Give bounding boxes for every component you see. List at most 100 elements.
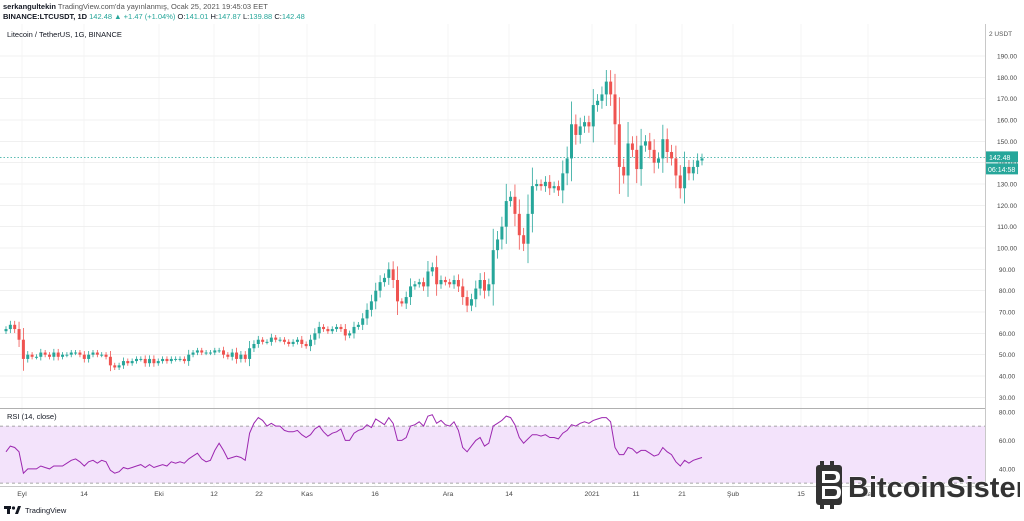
candle-body	[596, 100, 600, 106]
candle	[126, 358, 130, 366]
tradingview-icon	[4, 506, 21, 514]
rsi-tick-label: 80.00	[999, 409, 1016, 416]
candle	[387, 262, 391, 285]
candle-body	[274, 337, 278, 340]
candle	[409, 278, 413, 306]
candle	[130, 358, 134, 366]
close-label: C:	[274, 12, 282, 21]
candle-body	[496, 239, 500, 251]
candle	[43, 349, 47, 358]
candle-body	[491, 250, 495, 285]
candle	[613, 73, 617, 145]
candle-body	[61, 354, 65, 357]
candle	[535, 179, 539, 191]
candle	[635, 135, 639, 184]
candle-body	[565, 158, 569, 174]
candle-body	[121, 361, 125, 366]
candle	[113, 362, 117, 371]
candle	[17, 321, 21, 348]
candle-body	[435, 267, 439, 285]
candle-body	[665, 139, 669, 152]
candle-body	[265, 341, 269, 343]
candle	[496, 230, 500, 259]
candle-body	[91, 352, 95, 355]
candle-body	[587, 122, 591, 127]
candle	[670, 144, 674, 166]
candle	[61, 352, 65, 360]
candle	[443, 276, 447, 286]
candle	[322, 324, 326, 332]
candle-body	[526, 213, 530, 244]
price-tick-label: 160.00	[997, 118, 1017, 125]
candle-body	[448, 282, 452, 285]
candle-body	[217, 350, 221, 352]
candle	[226, 352, 230, 360]
candle-body	[474, 288, 478, 300]
time-tick-label: Mar	[862, 491, 874, 498]
candle	[326, 326, 330, 334]
price-tick-label: 50.00	[999, 352, 1016, 359]
candle	[304, 341, 308, 349]
candle	[596, 94, 600, 112]
author-name[interactable]: serkangultekin	[3, 2, 56, 11]
candle-body	[52, 352, 56, 357]
candle	[78, 349, 82, 358]
candle-body	[291, 341, 295, 344]
candle-body	[226, 354, 230, 357]
price-tick-label: 180.00	[997, 75, 1017, 82]
candle	[422, 277, 426, 291]
candle	[52, 348, 56, 361]
watermark-text: BitcoinSistemi	[848, 472, 1020, 504]
candle	[69, 349, 73, 358]
candle	[700, 153, 704, 166]
candle	[287, 339, 291, 347]
candle-body	[161, 358, 165, 362]
rsi-line	[5, 414, 703, 475]
candle-body	[630, 143, 634, 150]
candle-body	[535, 184, 539, 187]
candle	[30, 352, 34, 360]
candle-body	[152, 358, 156, 364]
candle	[487, 278, 491, 297]
candle-body	[178, 358, 182, 360]
candle	[483, 272, 486, 299]
candle-body	[578, 126, 582, 135]
time-tick-label: 14	[505, 491, 513, 498]
rsi-band-lines	[0, 425, 985, 484]
candle	[469, 293, 473, 312]
candle-body	[469, 299, 473, 306]
candle	[687, 159, 691, 181]
price-tick-label: 90.00	[999, 267, 1016, 274]
change-value: ▲ +1.47 (+1.04%)	[114, 12, 176, 21]
chart-header: serkangultekin TradingView.com'da yayınl…	[3, 2, 305, 22]
candle	[143, 355, 147, 367]
candle-body	[165, 358, 169, 362]
candle	[461, 278, 465, 305]
candle	[474, 280, 478, 308]
candle	[265, 339, 269, 345]
candle	[591, 89, 595, 143]
candle	[587, 115, 591, 133]
candle-body	[461, 286, 465, 298]
rsi-axis: 40.00 60.00 80.00	[999, 409, 1016, 473]
candle-body	[78, 352, 82, 355]
footer-brand[interactable]: TradingView	[4, 505, 66, 515]
price-tick-label: 190.00	[997, 54, 1017, 61]
candle	[691, 159, 695, 181]
candle	[191, 349, 195, 358]
candle-body	[100, 354, 104, 356]
candle	[604, 70, 608, 106]
candle-body	[391, 269, 395, 280]
candle-body	[430, 267, 434, 272]
ticker: BINANCE:LTCUSDT, 1D	[3, 12, 88, 21]
candle-body	[465, 297, 469, 306]
candle-body	[696, 160, 700, 167]
candle	[622, 158, 626, 184]
price-tick-label: 80.00	[999, 288, 1016, 295]
low-value: 139.88	[249, 12, 273, 21]
candle-body	[683, 166, 687, 189]
candle-body	[648, 141, 652, 150]
candle	[678, 165, 682, 199]
candle-body	[661, 139, 665, 159]
time-tick-label: Şub	[727, 491, 739, 498]
